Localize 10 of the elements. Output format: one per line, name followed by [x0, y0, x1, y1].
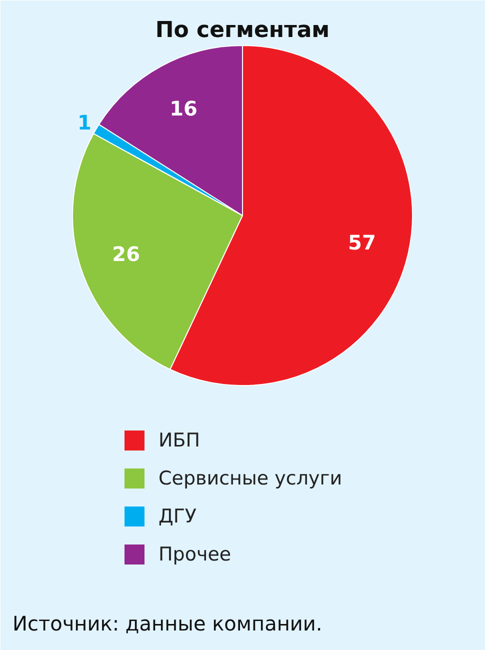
- data-label: 26: [112, 242, 140, 266]
- text: Источник: данные компании.: [12, 612, 322, 636]
- data-label: 16: [170, 96, 198, 121]
- chart-title: По сегментам: [155, 18, 330, 43]
- legend-label: ИБП: [158, 430, 200, 452]
- legend-label: Прочее: [158, 544, 232, 566]
- data-label: 1: [78, 110, 92, 135]
- data-label: 57: [348, 230, 376, 255]
- legend-label: ДГУ: [158, 506, 197, 528]
- legend-label: Сервисные услуги: [158, 468, 342, 490]
